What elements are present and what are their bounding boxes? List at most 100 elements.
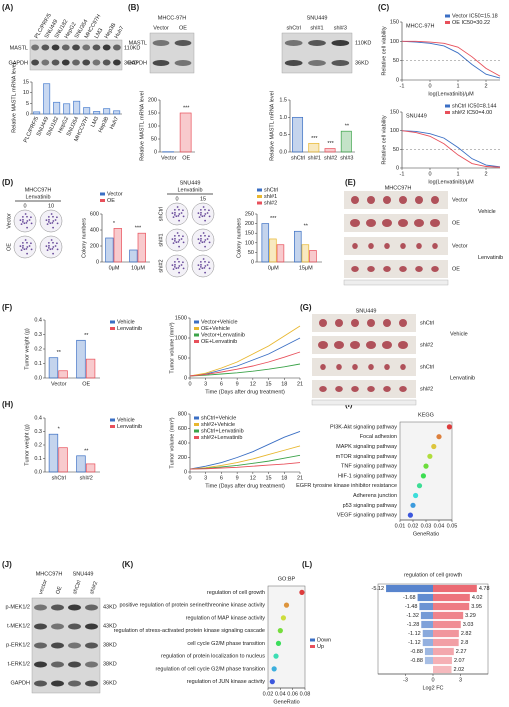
- band: [331, 40, 350, 46]
- colony: [52, 226, 54, 229]
- colony: [204, 271, 206, 274]
- band: [51, 680, 64, 687]
- bar: [324, 148, 336, 153]
- bar: [129, 249, 138, 263]
- series-line: [189, 430, 301, 470]
- colony: [19, 245, 22, 248]
- dot: [446, 424, 452, 430]
- band: [34, 623, 47, 630]
- x-tick-label: 9: [236, 381, 239, 387]
- colony: [173, 260, 176, 263]
- x-tick-label: 0.02: [263, 691, 274, 697]
- x-tick-label: 0: [428, 171, 431, 177]
- x-tick-label: 1: [456, 83, 459, 89]
- legend-swatch: [310, 645, 315, 648]
- series-line: [189, 445, 301, 470]
- term-label: regulation of protein localization to nu…: [161, 654, 265, 660]
- colony: [21, 220, 24, 223]
- dose-label: 15: [200, 196, 206, 202]
- tumor: [384, 243, 390, 249]
- term-label: regulation of JUN kinase activity: [187, 679, 266, 685]
- bar: [433, 620, 461, 629]
- band: [34, 642, 47, 649]
- series-line: [189, 454, 301, 470]
- x-tick-label: 0.04: [434, 523, 445, 529]
- y-tick-label: 1000: [175, 335, 187, 341]
- x-tick-label: shl#3: [340, 155, 353, 161]
- x-tick-label: 9: [236, 475, 239, 481]
- y-tick-label: 0: [184, 375, 187, 381]
- y-tick-label: 0.3: [34, 332, 42, 338]
- colony: [201, 215, 204, 218]
- x-tick-label: shl#2: [80, 475, 93, 481]
- y-tick-label: 200: [178, 455, 187, 461]
- colony: [172, 242, 175, 245]
- colony: [202, 232, 205, 234]
- y-tick-label: 500: [178, 355, 187, 361]
- value-label: -1.12: [408, 631, 421, 637]
- colony: [171, 238, 174, 241]
- panel-label: (A): [2, 3, 13, 12]
- significance: **: [84, 333, 89, 339]
- legend-swatch: [257, 195, 262, 198]
- colony: [26, 226, 28, 229]
- legend-label: Vehicle: [117, 417, 135, 423]
- chart-title: SNU449: [406, 113, 427, 119]
- lane-label: LM3: [94, 27, 105, 39]
- tumor: [367, 196, 375, 204]
- term-label: Focal adhesion: [360, 434, 397, 440]
- row-label: shl#2: [420, 342, 433, 348]
- colony: [176, 232, 179, 234]
- bar: [422, 638, 433, 647]
- series-line: [189, 462, 301, 470]
- row-label: shl#1: [158, 233, 164, 246]
- legend-swatch: [194, 320, 199, 324]
- band: [85, 680, 98, 687]
- value-label: 2.82: [461, 631, 472, 637]
- lane-label: OE: [55, 585, 63, 595]
- group-label: MHCC97H: [25, 187, 52, 193]
- legend-swatch: [194, 423, 199, 426]
- y-tick-label: 0.1: [34, 456, 42, 462]
- value-label: -1.32: [406, 613, 419, 619]
- dot: [273, 653, 279, 659]
- colony: [54, 219, 57, 221]
- significance: ***: [311, 136, 318, 142]
- x-tick-label: 2: [484, 171, 487, 177]
- lane-label: shCtrl: [72, 580, 83, 596]
- colony: [21, 246, 24, 249]
- colony: [23, 222, 26, 225]
- significance: **: [84, 448, 89, 454]
- x-tick-label: 3: [459, 677, 462, 683]
- dot: [427, 453, 433, 459]
- colony: [204, 239, 207, 241]
- colony: [201, 241, 204, 244]
- y-axis-label: Tumor volume (mm³): [169, 322, 175, 373]
- term-label: mTOR signaling pathway: [336, 454, 398, 460]
- y-tick-label: 200: [90, 243, 99, 249]
- value-label: -1.28: [407, 622, 420, 628]
- legend-label: shl#2+Lenvatinib: [201, 435, 242, 441]
- colony: [56, 248, 59, 251]
- group-label: MHCC97H: [36, 571, 63, 577]
- blot: [149, 32, 195, 74]
- size-label: 38KD: [103, 661, 117, 667]
- colony: [208, 215, 211, 218]
- colony: [182, 261, 184, 264]
- colony: [22, 218, 24, 221]
- legend-label: shl#2 IC50=4.00: [452, 110, 492, 116]
- y-axis-label: Tumor weight (g): [24, 424, 30, 466]
- value-label: -1.48: [405, 604, 418, 610]
- row-label: shl#2: [420, 386, 433, 392]
- significance: **: [304, 224, 309, 230]
- band: [34, 604, 47, 611]
- term-label: positive regulation of protein serine/th…: [119, 603, 265, 609]
- panel-label: (C): [378, 3, 389, 12]
- x-axis-label: GeneRatio: [413, 531, 439, 537]
- tumor: [415, 266, 423, 272]
- photo-strip: [344, 214, 448, 232]
- size-label: 110KD: [124, 45, 140, 51]
- legend-label: Vector+Lenvatinib: [201, 332, 245, 338]
- colony: [52, 252, 54, 255]
